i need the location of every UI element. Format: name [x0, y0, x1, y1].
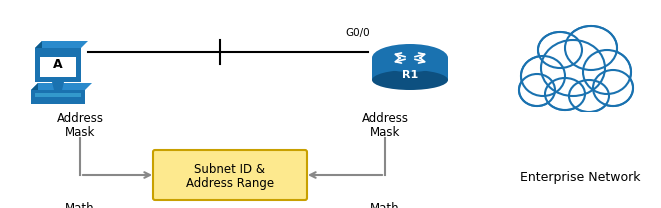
Text: Mask: Mask	[65, 125, 95, 139]
Ellipse shape	[538, 32, 582, 68]
Polygon shape	[35, 41, 88, 48]
Polygon shape	[35, 48, 81, 82]
Text: Enterprise Network: Enterprise Network	[520, 172, 641, 184]
Ellipse shape	[584, 51, 630, 93]
Ellipse shape	[521, 56, 565, 96]
Ellipse shape	[593, 70, 633, 106]
Text: Mask: Mask	[369, 125, 400, 139]
Text: R1: R1	[402, 70, 418, 80]
Ellipse shape	[566, 27, 616, 69]
Ellipse shape	[522, 57, 564, 95]
Ellipse shape	[372, 44, 448, 72]
Text: Address: Address	[362, 111, 408, 125]
Text: Address Range: Address Range	[186, 177, 274, 190]
Polygon shape	[35, 41, 42, 82]
Polygon shape	[31, 83, 38, 104]
Text: Subnet ID &: Subnet ID &	[194, 163, 266, 176]
Ellipse shape	[372, 70, 448, 90]
Polygon shape	[52, 82, 64, 90]
Ellipse shape	[569, 80, 609, 112]
Ellipse shape	[542, 41, 604, 95]
Ellipse shape	[541, 40, 605, 96]
Polygon shape	[40, 57, 76, 77]
Polygon shape	[515, 112, 635, 128]
Polygon shape	[31, 83, 92, 90]
Text: Math: Math	[65, 202, 95, 208]
Text: Math: Math	[370, 202, 400, 208]
Text: Address: Address	[56, 111, 104, 125]
Ellipse shape	[583, 50, 631, 94]
Ellipse shape	[565, 26, 617, 70]
Ellipse shape	[539, 33, 581, 67]
Polygon shape	[31, 90, 85, 104]
FancyBboxPatch shape	[153, 150, 307, 200]
Ellipse shape	[546, 79, 584, 109]
Ellipse shape	[545, 78, 585, 110]
Ellipse shape	[594, 71, 632, 105]
Text: A: A	[53, 57, 63, 71]
Ellipse shape	[570, 81, 608, 111]
Polygon shape	[372, 58, 448, 80]
Ellipse shape	[519, 74, 555, 106]
Ellipse shape	[520, 75, 554, 105]
Polygon shape	[35, 93, 81, 97]
Text: G0/0: G0/0	[346, 28, 370, 38]
